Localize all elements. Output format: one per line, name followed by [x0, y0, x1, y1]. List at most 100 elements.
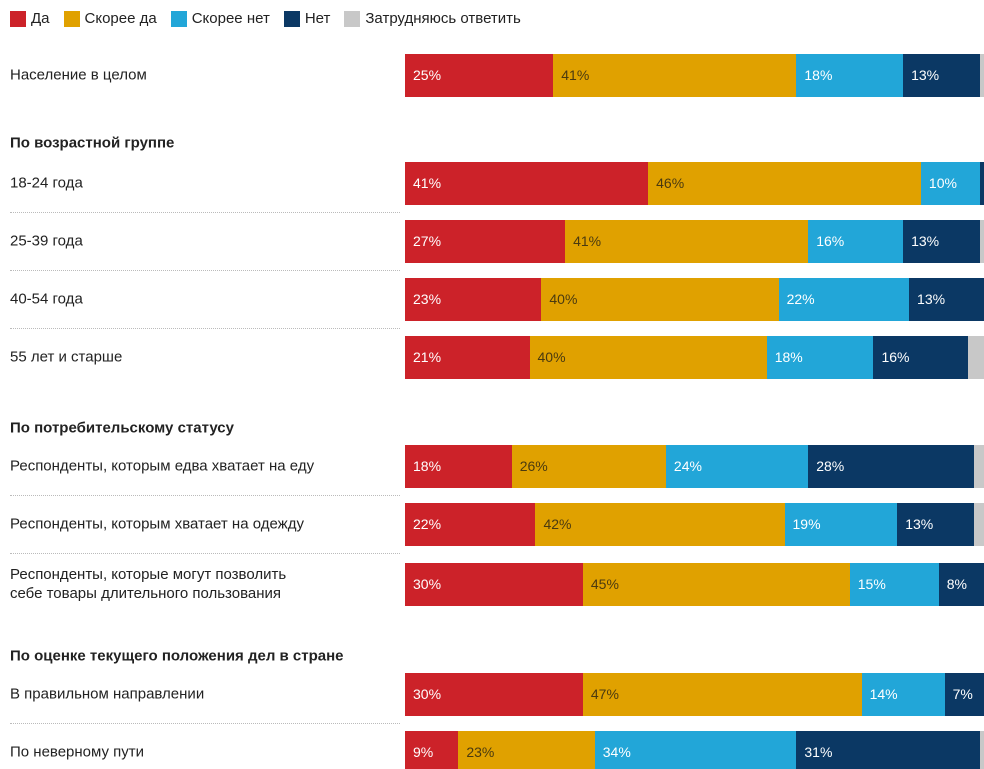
value-label: 21% [413, 349, 442, 365]
category-label: Респонденты, которым едва хватает на еду [10, 457, 315, 475]
bar-segment: 41% [553, 53, 797, 97]
legend-swatch [170, 10, 187, 27]
group-title: По оценке текущего положения дел в стран… [10, 647, 344, 665]
category-label: По неверному пути [10, 743, 145, 761]
row-separator [10, 495, 400, 496]
legend-label: Да [31, 10, 50, 27]
bar-segment: 24% [665, 444, 809, 488]
bar-segment: 14% [861, 672, 945, 716]
legend-item: Затрудняюсь ответить [344, 10, 521, 27]
legend-swatch [10, 10, 26, 27]
value-label: 7% [952, 686, 973, 702]
value-label: 18% [413, 458, 442, 474]
row-separator [10, 553, 400, 554]
category-label: Население в целом [10, 66, 147, 84]
bar-segment: 30% [405, 672, 583, 716]
legend-swatch [283, 10, 300, 27]
bar-segment: 31% [796, 730, 981, 769]
value-label: 26% [519, 458, 548, 474]
value-label: 19% [792, 516, 821, 532]
group-title: По возрастной группе [10, 134, 175, 152]
category-label: 40-54 года [10, 290, 83, 308]
bar-segment: 19% [784, 502, 898, 546]
category-label: Респонденты, которые могут позволить себ… [10, 566, 287, 602]
legend-label: Затрудняюсь ответить [365, 10, 521, 27]
value-label: 13% [905, 516, 934, 532]
bar-segment: 18% [796, 53, 904, 97]
value-label: 22% [413, 516, 442, 532]
bar-segment: 21% [405, 335, 530, 379]
value-label: 13% [911, 67, 940, 83]
value-label: 28% [816, 458, 845, 474]
legend-swatch [63, 10, 80, 27]
value-label: 27% [413, 233, 442, 249]
bar-segment: 15% [849, 562, 939, 606]
category-label: Респонденты, которым хватает на одежду [10, 515, 304, 533]
legend-label: Скорее нет [191, 10, 270, 27]
category-label: 55 лет и старше [10, 348, 123, 366]
category-label: В правильном направлении [10, 685, 205, 703]
bar-segment: 30% [405, 562, 583, 606]
bar-segment [974, 444, 984, 488]
value-label: 30% [413, 686, 442, 702]
legend: Да Скорее да Скорее нет Нет Затрудняюсь отве… [10, 10, 521, 27]
value-label: 13% [917, 291, 946, 307]
value-label: 42% [543, 516, 572, 532]
value-label: 16% [881, 349, 910, 365]
bar-segment [980, 161, 984, 205]
bar-segment: 23% [405, 277, 542, 321]
value-label: 22% [786, 291, 815, 307]
value-label: 40% [549, 291, 578, 307]
value-label: 46% [656, 175, 685, 191]
bar-segment: 27% [405, 219, 566, 263]
value-label: 34% [602, 744, 631, 760]
bar-segment [980, 219, 984, 263]
bar-segment: 47% [582, 672, 862, 716]
bar-segment: 8% [938, 562, 984, 606]
legend-item: Нет [283, 10, 330, 27]
bar-segment: 26% [511, 444, 666, 488]
bar-segment: 46% [648, 161, 921, 205]
value-label: 8% [946, 576, 967, 592]
bar-segment [974, 502, 984, 546]
value-label: 18% [804, 67, 833, 83]
legend-swatch [344, 10, 361, 27]
value-label: 23% [466, 744, 495, 760]
bar-segment: 22% [405, 502, 536, 546]
legend-label: Скорее да [84, 10, 157, 27]
value-label: 47% [590, 686, 619, 702]
row-separator [10, 212, 400, 213]
value-label: 9% [413, 744, 434, 760]
bar-segment: 13% [897, 502, 975, 546]
value-label: 25% [413, 67, 442, 83]
bar-segment: 34% [594, 730, 797, 769]
bar-segment [968, 335, 984, 379]
value-label: 41% [573, 233, 602, 249]
value-label: 41% [413, 175, 442, 191]
bar-segment: 13% [903, 53, 981, 97]
value-label: 30% [413, 576, 442, 592]
bar-segment [980, 53, 984, 97]
bar-segment: 18% [766, 335, 874, 379]
bar-segment: 45% [582, 562, 850, 606]
value-label: 45% [590, 576, 619, 592]
bar-segment: 18% [405, 444, 512, 488]
legend-item: Да [10, 10, 50, 27]
value-label: 23% [413, 291, 442, 307]
bar-segment: 25% [405, 53, 554, 97]
bar-segment: 13% [903, 219, 981, 263]
bar-segment: 40% [541, 277, 779, 321]
bar-segment: 10% [920, 161, 981, 205]
value-label: 14% [869, 686, 898, 702]
bar-segment: 42% [535, 502, 785, 546]
group-title: По потребительскому статусу [10, 419, 234, 437]
value-label: 15% [857, 576, 886, 592]
bar-segment: 23% [458, 730, 595, 769]
bar-segment: 41% [565, 219, 809, 263]
row-separator [10, 723, 400, 724]
value-label: 13% [911, 233, 940, 249]
bar-segment: 40% [529, 335, 767, 379]
bar-segment: 9% [405, 730, 459, 769]
value-label: 24% [673, 458, 702, 474]
